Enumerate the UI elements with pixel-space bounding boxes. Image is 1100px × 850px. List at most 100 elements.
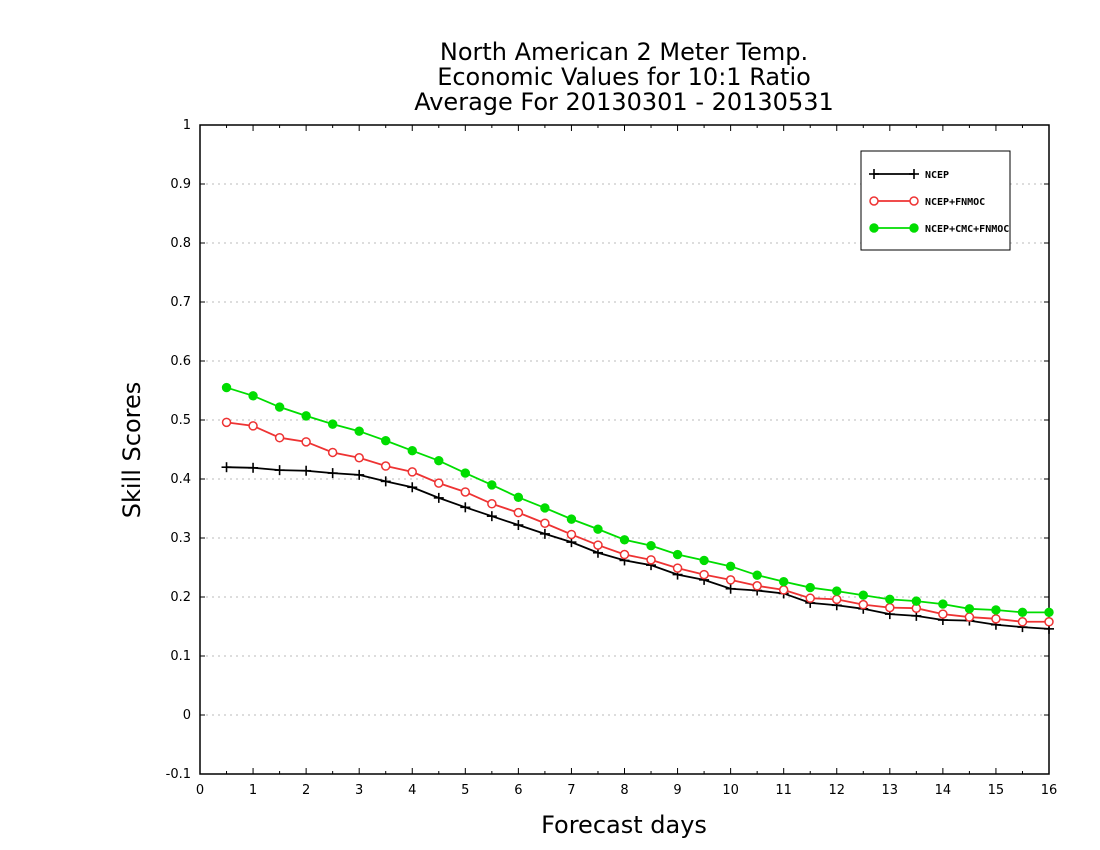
data-point (301, 437, 311, 447)
series-ncep (221, 462, 1054, 634)
data-point (646, 555, 656, 565)
data-point (619, 549, 630, 560)
data-point (1044, 607, 1054, 618)
x-tick-label: 10 (722, 783, 739, 798)
series-lines (221, 382, 1054, 634)
x-tick-label: 14 (935, 783, 952, 798)
data-point (221, 417, 232, 428)
data-point (885, 602, 895, 613)
data-point (858, 599, 869, 610)
x-tick-label: 4 (408, 783, 416, 798)
y-tick-label: 1 (183, 118, 191, 133)
data-point (805, 593, 815, 603)
series-line (226, 421, 1049, 623)
data-point (869, 196, 879, 206)
data-point (274, 402, 285, 412)
data-point (327, 447, 338, 458)
series-line (226, 466, 1050, 630)
y-tick-label: 0.3 (170, 531, 191, 546)
data-point (354, 453, 364, 463)
data-point (460, 487, 471, 497)
data-point (248, 421, 258, 431)
data-point (434, 456, 444, 466)
data-point (593, 524, 603, 534)
data-point (991, 605, 1001, 615)
x-tick-label: 11 (775, 783, 792, 798)
data-point (513, 507, 524, 518)
data-point (513, 492, 524, 502)
data-point (646, 540, 656, 551)
data-point (566, 514, 577, 524)
data-point (699, 569, 709, 580)
data-point (540, 518, 550, 528)
x-tick-label: 8 (620, 783, 628, 798)
data-point (911, 596, 922, 606)
data-point (221, 382, 232, 393)
x-tick-label: 3 (355, 783, 363, 798)
legend-label: NCEP+FNMOC (925, 197, 985, 208)
data-point (1017, 607, 1028, 618)
data-point (909, 223, 919, 233)
y-tick-label: 0.6 (170, 354, 191, 369)
data-point (1044, 617, 1054, 627)
x-tick-label: 15 (988, 783, 1005, 798)
legend-entry: NCEP+CMC+FNMOC (869, 223, 1009, 235)
x-tick-label: 9 (673, 783, 681, 798)
data-point (909, 196, 919, 206)
x-tick-label: 7 (567, 783, 575, 798)
x-tick-label: 13 (882, 783, 899, 798)
data-point (699, 555, 709, 566)
data-point (991, 614, 1001, 624)
data-point (725, 561, 736, 572)
y-axis-label: Skill Scores (118, 382, 146, 519)
y-tick-label: 0 (183, 708, 191, 723)
data-point (832, 594, 842, 605)
y-tick-label: 0.1 (170, 649, 191, 664)
data-point (672, 549, 683, 560)
data-point (487, 499, 497, 509)
y-tick-label: -0.1 (166, 767, 191, 782)
data-point (832, 586, 842, 596)
x-tick-label: 1 (249, 783, 257, 798)
data-point (619, 535, 630, 545)
legend-entry: NCEP+FNMOC (869, 196, 985, 208)
y-axis: -0.1 0 0.1 0.2 0.3 0.4 0.5 0.6 0.7 0.8 0.9 1 (166, 118, 1049, 782)
data-point (778, 585, 789, 595)
series-ncep-fnmoc (221, 417, 1054, 627)
x-tick-label: 0 (196, 783, 204, 798)
data-point (752, 581, 762, 591)
y-tick-label: 0.2 (170, 590, 191, 605)
data-point (752, 570, 762, 580)
data-point (327, 419, 338, 429)
legend-label: NCEP+CMC+FNMOC (925, 224, 1009, 235)
x-axis-label: Forecast days (541, 811, 707, 839)
chart-title-line-3: Average For 20130301 - 20130531 (414, 88, 834, 116)
data-point (593, 540, 603, 550)
x-axis: 0 1 2 3 4 5 6 7 8 9 10 11 12 13 14 15 16 (196, 125, 1057, 798)
data-point (381, 435, 391, 446)
data-point (487, 480, 497, 490)
data-point (938, 609, 948, 619)
x-tick-label: 2 (302, 783, 310, 798)
data-point (274, 432, 285, 443)
chart-title-line-1: North American 2 Meter Temp. (440, 38, 808, 66)
data-point (434, 478, 444, 488)
y-tick-label: 0.5 (170, 413, 191, 428)
data-point (805, 582, 815, 593)
data-point (540, 503, 550, 513)
legend-entry: NCEP (869, 169, 949, 181)
data-point (380, 461, 391, 471)
data-point (301, 411, 311, 421)
data-point (869, 223, 879, 233)
x-tick-label: 6 (514, 783, 522, 798)
data-point (885, 594, 895, 605)
data-point (938, 599, 948, 609)
legend: NCEP NCEP+FNMOC NCEP+CMC+FNMOC (860, 150, 1011, 251)
data-point (407, 467, 417, 477)
chart-title-line-2: Economic Values for 10:1 Ratio (437, 63, 811, 91)
data-point (964, 604, 975, 614)
chart-title: North American 2 Meter Temp. Economic Va… (414, 38, 834, 116)
data-point (725, 575, 736, 585)
data-point (858, 590, 868, 600)
